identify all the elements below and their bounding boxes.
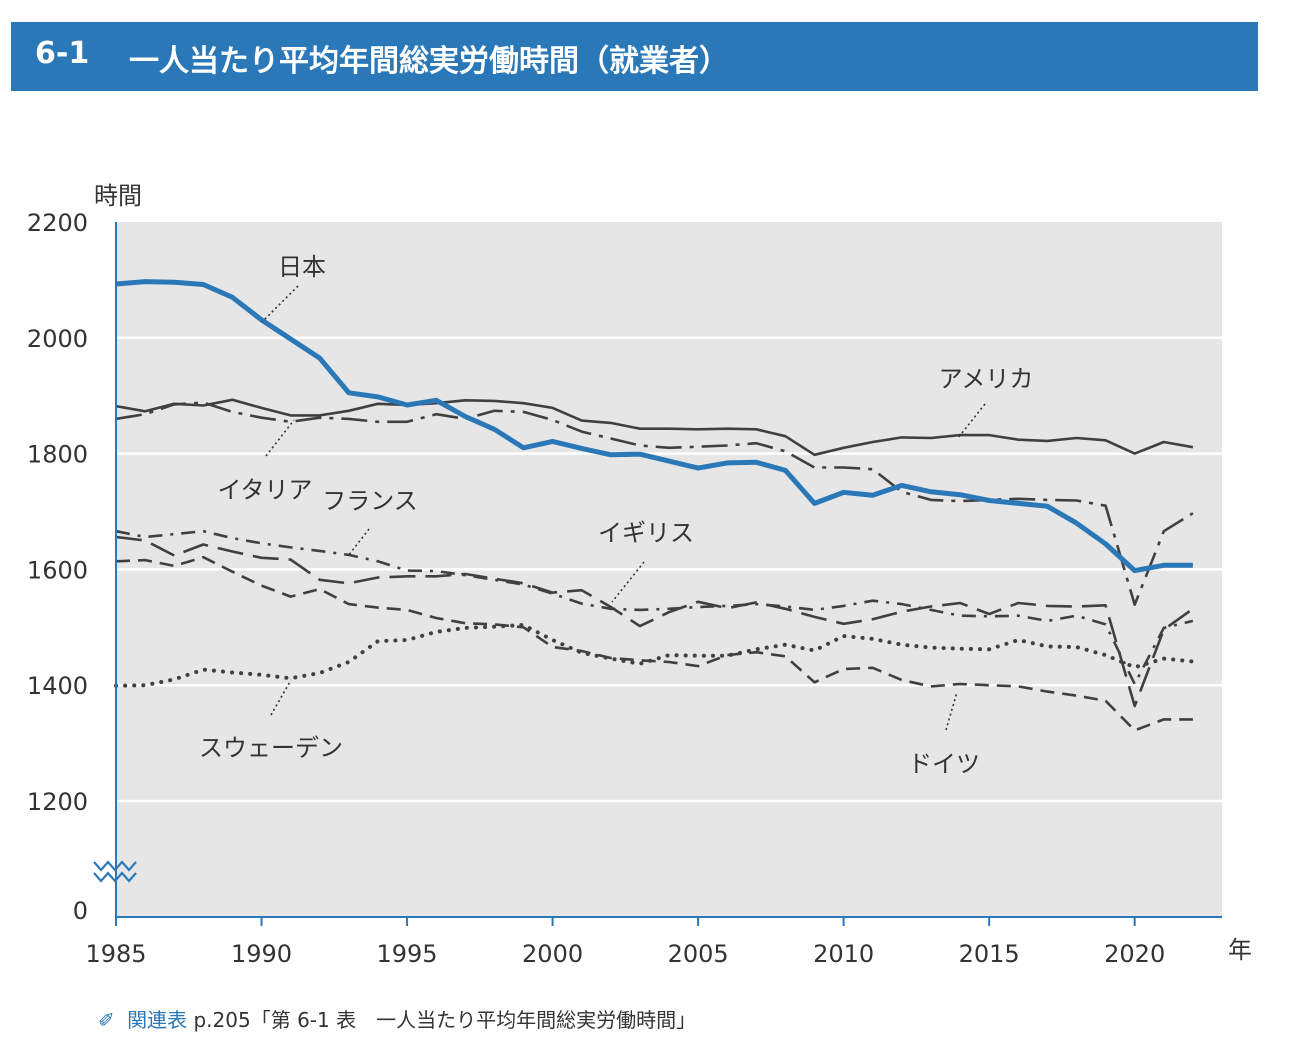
related-table-link[interactable]: 関連表 bbox=[127, 1008, 188, 1032]
series-line-6 bbox=[115, 555, 1193, 732]
series-line-4 bbox=[115, 535, 1194, 708]
series-line-5 bbox=[114, 623, 1195, 688]
label-leader bbox=[957, 403, 986, 439]
series-line-0 bbox=[115, 279, 1193, 574]
series-line-2 bbox=[115, 401, 1194, 607]
footer-reference: ✐ 関連表 p.205「第 6-1 表 一人当たり平均年間総実労働時間」 bbox=[98, 1004, 696, 1033]
y-tick-label: 1800 bbox=[27, 441, 88, 469]
x-tick-label: 2000 bbox=[522, 940, 583, 968]
y-tick-label: 0 bbox=[73, 897, 88, 925]
y-tick-label: 2000 bbox=[27, 325, 88, 353]
x-tick-label: 2020 bbox=[1104, 940, 1165, 968]
y-tick-label: 1400 bbox=[27, 672, 88, 700]
y-tick-label: 2200 bbox=[27, 209, 88, 237]
series-label: ドイツ bbox=[908, 750, 980, 778]
x-tick-labels: 1985 1990 1995 2000 2005 2010 2015 2020 bbox=[85, 917, 1165, 968]
label-leader bbox=[261, 285, 299, 323]
x-tick-label: 2010 bbox=[813, 940, 874, 968]
x-tick-label: 1985 bbox=[85, 940, 146, 968]
x-tick-label: 2015 bbox=[959, 940, 1020, 968]
y-tick-labels: 2200 2000 1800 1600 1400 1200 0 bbox=[27, 209, 88, 925]
x-axis-label: 年 bbox=[1228, 936, 1252, 964]
x-tick-label: 2005 bbox=[668, 940, 729, 968]
y-tick-label: 1200 bbox=[27, 788, 88, 816]
label-leaders bbox=[261, 285, 986, 731]
series-layer bbox=[114, 279, 1195, 732]
series-label: イタリア bbox=[217, 476, 312, 504]
title-bar: 6-1 一人当たり平均年間総実労働時間（就業者） bbox=[11, 22, 1258, 91]
axes bbox=[93, 222, 1222, 918]
figure-number: 6-1 bbox=[35, 36, 90, 71]
label-leader bbox=[347, 528, 370, 557]
y-axis-label: 時間 bbox=[94, 182, 142, 210]
series-line-1 bbox=[115, 398, 1194, 457]
series-label: フランス bbox=[322, 487, 418, 515]
series-label: スウェーデン bbox=[199, 734, 343, 762]
x-tick-label: 1995 bbox=[377, 940, 438, 968]
grid-lines bbox=[116, 336, 1222, 803]
label-leader bbox=[270, 679, 292, 716]
x-tick-label: 1990 bbox=[231, 940, 292, 968]
y-tick-label: 1600 bbox=[27, 556, 88, 584]
series-label: アメリカ bbox=[939, 365, 1034, 393]
book-icon: ✐ bbox=[98, 1008, 115, 1032]
figure-title: 一人当たり平均年間総実労働時間（就業者） bbox=[129, 44, 729, 79]
series-label: 日本 bbox=[278, 253, 326, 281]
series-label: イギリス bbox=[598, 519, 694, 547]
reference-text: p.205「第 6-1 表 一人当たり平均年間総実労働時間」 bbox=[193, 1008, 697, 1032]
label-leader bbox=[611, 561, 645, 603]
label-leader bbox=[945, 691, 958, 731]
axis-break-icon bbox=[93, 860, 137, 883]
